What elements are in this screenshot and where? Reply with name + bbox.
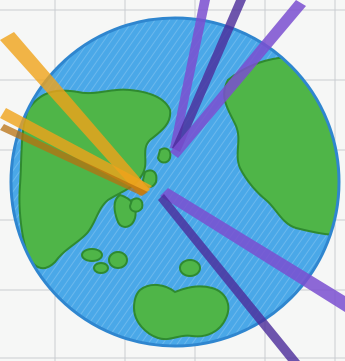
purple-beam-1 (170, 0, 210, 150)
purple-beam-4 (160, 188, 345, 312)
purple-beam-5 (158, 194, 300, 361)
island-japan-3 (128, 197, 144, 213)
purple-light-beams (158, 0, 345, 361)
purple-beam-3 (170, 0, 306, 158)
island-indonesia-2 (108, 251, 128, 269)
orange-beam-1 (0, 32, 150, 196)
island-indonesia-4 (179, 259, 201, 277)
island-indonesia-3 (93, 262, 109, 274)
globe-outline (9, 16, 341, 348)
continent-asia (18, 88, 172, 270)
purple-beam-2 (172, 0, 246, 152)
orange-beam-3 (0, 124, 148, 196)
orange-beam-2 (0, 108, 152, 194)
orange-light-beams (0, 32, 152, 196)
continent-australia (132, 284, 230, 341)
island-japan-1 (156, 147, 172, 164)
island-indonesia-1 (81, 248, 103, 262)
